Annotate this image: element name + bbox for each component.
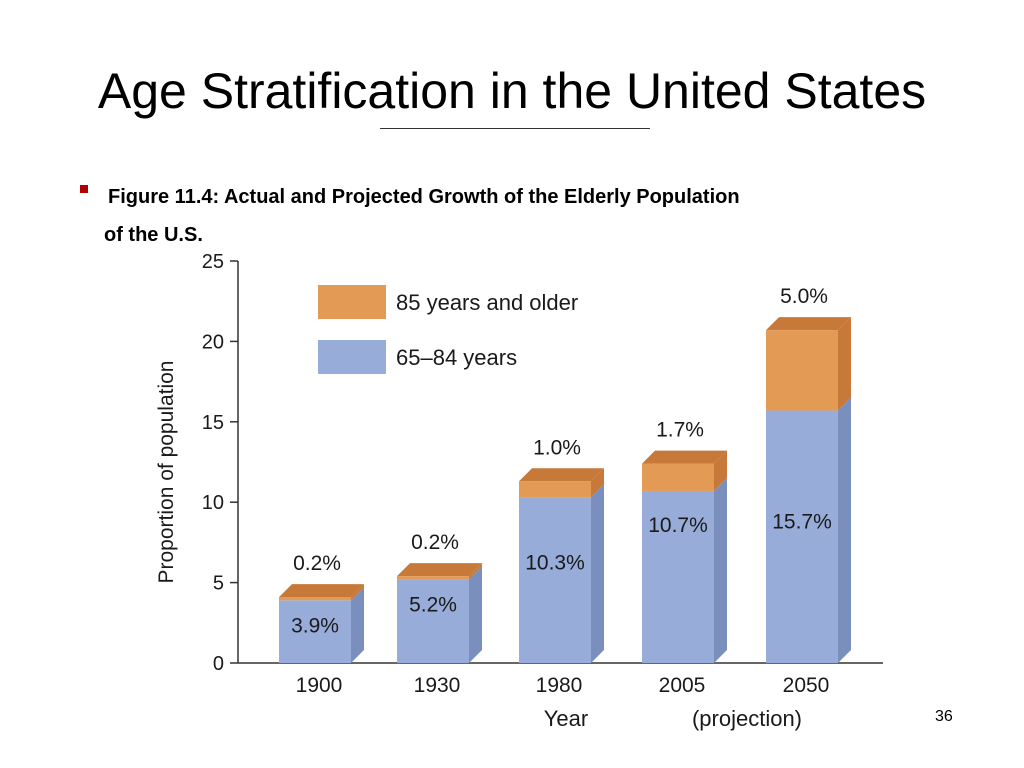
bar-65-84-side-2050: [838, 397, 851, 663]
bar-65-84-side-1930: [469, 566, 482, 663]
bar-65-84-side-1900: [351, 587, 364, 663]
x-tick-label: 1980: [536, 674, 583, 697]
bar-85-plus-side-1980: [591, 468, 604, 498]
value-label-85-plus: 5.0%: [780, 285, 828, 308]
bar-85-plus-side-2005: [714, 450, 727, 491]
y-tick-label: 5: [213, 573, 224, 595]
value-label-65-84: 10.7%: [648, 514, 708, 537]
x-tick-label: 1900: [296, 674, 343, 697]
title-underline: [380, 128, 650, 129]
bar-85-plus-side-2050: [838, 317, 851, 411]
value-label-85-plus: 1.0%: [533, 436, 581, 459]
legend-label-85-plus: 85 years and older: [396, 290, 578, 315]
chart-panel: 0 5 10 15 20 25 Proportion of population 3.9% 0.…: [145, 245, 895, 750]
y-tick-label: 0: [213, 653, 224, 675]
bar-65-84-side-2005: [714, 477, 727, 663]
bar-65-84-side-1980: [591, 484, 604, 663]
value-label-85-plus: 1.7%: [656, 419, 704, 442]
bar-65-84-1900: [279, 600, 351, 663]
y-tick-label: 25: [202, 251, 224, 273]
x-tick-label: 1930: [414, 674, 461, 697]
caption-line-1: Figure 11.4: Actual and Projected Growth…: [108, 186, 740, 208]
x-axis-title: Year: [544, 706, 588, 731]
legend-label-65-84: 65–84 years: [396, 345, 517, 370]
x-tick-label: 2050: [783, 674, 830, 697]
bar-65-84-2050: [766, 410, 838, 663]
y-tick-label: 20: [202, 331, 224, 353]
value-label-65-84: 15.7%: [772, 511, 832, 534]
y-tick-label: 10: [202, 492, 224, 514]
y-axis-title: Proportion of population: [155, 361, 178, 584]
bar-85-plus-2050: [766, 330, 838, 411]
bar-top-2050: [766, 317, 851, 331]
x-tick-label: 2005: [659, 674, 706, 697]
legend-swatch-65-84: [318, 340, 386, 374]
bullet-icon: [80, 185, 88, 193]
bar-65-84-1980: [519, 497, 591, 663]
figure-caption: Figure 11.4: Actual and Projected Growth…: [104, 178, 928, 254]
bar-65-84-1930: [397, 579, 469, 663]
value-label-65-84: 3.9%: [291, 614, 339, 637]
value-label-65-84: 5.2%: [409, 593, 457, 616]
bar-85-plus-side-1900: [351, 584, 364, 601]
value-label-85-plus: 0.2%: [293, 552, 341, 575]
y-tick-label: 15: [202, 412, 224, 434]
bar-85-plus-1930: [397, 576, 469, 580]
value-label-65-84: 10.3%: [525, 551, 585, 574]
bar-85-plus-1900: [279, 597, 351, 601]
value-label-85-plus: 0.2%: [411, 531, 459, 554]
bar-top-1930: [397, 563, 482, 577]
stacked-bar-chart: 0 5 10 15 20 25 Proportion of population 3.9% 0.…: [155, 251, 883, 731]
bar-85-plus-1980: [519, 481, 591, 498]
bar-65-84-2005: [642, 490, 714, 663]
bar-top-1980: [519, 468, 604, 482]
page-number: 36: [935, 708, 953, 725]
bar-85-plus-side-1930: [469, 563, 482, 580]
projection-note: (projection): [692, 706, 802, 731]
slide-title: Age Stratification in the United States: [97, 63, 927, 119]
caption-line-2: of the U.S.: [104, 224, 203, 246]
legend-swatch-85-plus: [318, 285, 386, 319]
bar-top-1900: [279, 584, 364, 598]
bar-top-2005: [642, 450, 727, 464]
bar-85-plus-2005: [642, 463, 714, 491]
